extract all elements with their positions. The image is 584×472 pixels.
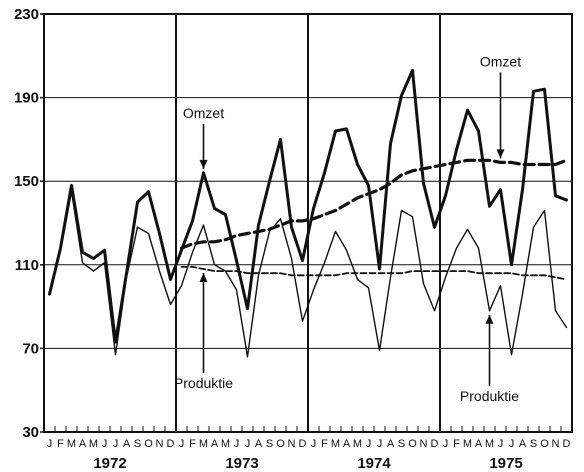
month-label: J (245, 438, 251, 450)
y-tick-label: 190 (14, 90, 39, 107)
annotation-arrowhead (496, 149, 505, 159)
plot-frame (43, 13, 573, 433)
month-label: J (377, 438, 383, 450)
month-label: J (366, 438, 372, 450)
annotation-label: Omzet (480, 53, 521, 69)
year-label: 1975 (489, 455, 522, 472)
month-label: J (498, 438, 504, 450)
month-label: S (266, 438, 273, 450)
grid-lines (44, 14, 572, 432)
month-label: A (387, 438, 395, 450)
month-label: S (398, 438, 405, 450)
month-label: J (47, 438, 53, 450)
month-label: F (453, 438, 460, 450)
month-label: N (420, 438, 428, 450)
y-tick-label: 70 (22, 340, 39, 357)
month-label: M (463, 438, 472, 450)
annotations: Omzet Omzet Produktie Produktie (174, 53, 521, 403)
month-label: N (156, 438, 164, 450)
month-label: A (255, 438, 263, 450)
month-label: J (509, 438, 515, 450)
month-label: J (113, 438, 119, 450)
month-label: J (311, 438, 317, 450)
month-label: N (288, 438, 296, 450)
month-label: O (276, 438, 285, 450)
month-label: S (530, 438, 537, 450)
month-label: J (102, 438, 108, 450)
month-label: M (353, 438, 362, 450)
annotation-label: Omzet (183, 105, 224, 121)
month-label: N (552, 438, 560, 450)
month-label: M (221, 438, 230, 450)
year-label: 1974 (357, 455, 391, 472)
series-line-dashed-thick (179, 158, 569, 250)
month-label: D (167, 438, 175, 450)
y-tick-label: 110 (15, 257, 39, 274)
month-label: D (431, 438, 439, 450)
month-label: J (443, 438, 449, 450)
month-label: O (144, 438, 153, 450)
annotation-arrowhead (199, 272, 208, 282)
annotation-arrowhead (199, 159, 208, 169)
month-label: M (89, 438, 98, 450)
annotation-arrowhead (485, 314, 494, 324)
month-label: F (321, 438, 328, 450)
year-label: 1973 (225, 455, 258, 472)
month-label: F (189, 438, 196, 450)
month-label: O (408, 438, 417, 450)
month-label: M (331, 438, 340, 450)
series-lines (48, 68, 569, 358)
month-label: A (519, 438, 527, 450)
series-line-dashed-thin (180, 265, 568, 281)
month-label: S (134, 438, 141, 450)
month-label: J (179, 438, 185, 450)
y-axis-ticks: 30 70 110 150 190 230 (14, 6, 44, 441)
month-label: M (67, 438, 76, 450)
month-label: M (199, 438, 208, 450)
month-label: D (299, 438, 307, 450)
month-label: A (79, 438, 87, 450)
y-tick-label: 30 (22, 424, 39, 441)
y-tick-label: 150 (14, 173, 39, 190)
month-label: J (234, 438, 240, 450)
year-label: 1972 (93, 455, 126, 472)
y-tick-label: 230 (14, 6, 39, 23)
month-label: D (563, 438, 571, 450)
annotation-label: Produktie (174, 375, 233, 391)
month-label: O (540, 438, 549, 450)
month-label: A (211, 438, 219, 450)
month-label: A (343, 438, 351, 450)
month-label: M (485, 438, 494, 450)
month-label: A (123, 438, 131, 450)
series-line-omzet (48, 68, 568, 344)
month-label: A (475, 438, 483, 450)
series-line-produktie (48, 190, 568, 358)
annotation-label: Produktie (460, 388, 519, 404)
month-label: F (57, 438, 64, 450)
